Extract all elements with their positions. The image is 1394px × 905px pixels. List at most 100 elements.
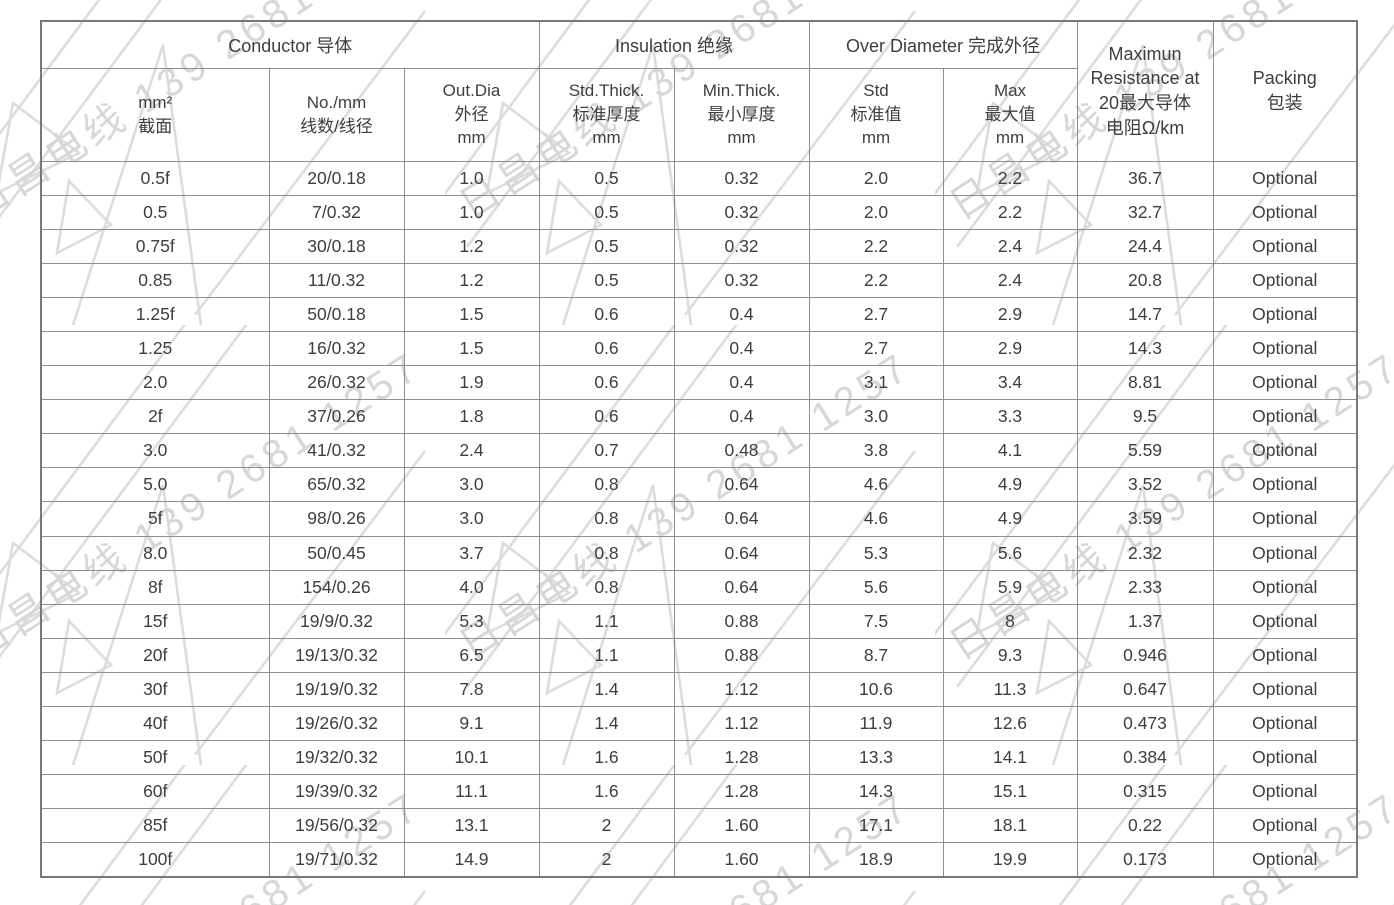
header-line: mm² xyxy=(138,93,173,113)
cell-out-dia: 1.0 xyxy=(403,194,540,230)
cell-packing: Optional xyxy=(1212,160,1358,196)
cell-out-dia: 3.7 xyxy=(403,535,540,571)
cell-min-thick: 0.32 xyxy=(673,160,810,196)
cell-resistance: 20.8 xyxy=(1076,262,1214,298)
cell-min-thick: 1.60 xyxy=(673,808,810,844)
column-header-size: mm² 截面 xyxy=(40,67,270,162)
cell-od-max: 3.4 xyxy=(942,365,1078,401)
column-header-min-thick: Min.Thick. 最小厚度 mm xyxy=(673,67,810,162)
cell-packing: Optional xyxy=(1212,808,1358,844)
cell-std-thick: 0.8 xyxy=(538,501,675,537)
cell-size: 8.0 xyxy=(40,535,270,571)
cell-std-thick: 0.6 xyxy=(538,296,675,332)
cell-resistance: 36.7 xyxy=(1076,160,1214,196)
cell-no-mm: 20/0.18 xyxy=(268,160,405,196)
cell-od-max: 2.2 xyxy=(942,160,1078,196)
cell-size: 85f xyxy=(40,808,270,844)
cell-min-thick: 0.48 xyxy=(673,433,810,469)
cell-od-std: 17.1 xyxy=(808,808,944,844)
cell-od-std: 14.3 xyxy=(808,774,944,810)
cell-packing: Optional xyxy=(1212,330,1358,367)
table-row: 5f 98/0.26 3.0 0.8 0.64 4.6 4.9 3.59 Opt… xyxy=(40,501,1358,537)
cell-od-std: 4.6 xyxy=(808,501,944,537)
cell-std-thick: 1.4 xyxy=(538,705,675,742)
cell-size: 1.25 xyxy=(40,330,270,367)
cell-packing: Optional xyxy=(1212,433,1358,469)
header-column-row: mm² 截面 No./mm 线数/线径 Out.Dia 外径 mm Std.Th… xyxy=(40,67,1357,162)
header-line: No./mm xyxy=(306,93,367,113)
cell-resistance: 9.5 xyxy=(1076,399,1214,435)
cell-out-dia: 2.4 xyxy=(403,433,540,469)
cell-no-mm: 19/13/0.32 xyxy=(268,637,405,673)
cell-od-max: 3.3 xyxy=(942,399,1078,435)
cell-min-thick: 1.12 xyxy=(673,671,810,708)
cell-no-mm: 41/0.32 xyxy=(268,433,405,469)
cell-od-max: 12.6 xyxy=(942,705,1078,742)
cell-packing: Optional xyxy=(1212,842,1358,878)
spec-table-body: 0.5f 20/0.18 1.0 0.5 0.32 2.0 2.2 36.7 O… xyxy=(40,160,1358,878)
column-header-std-thick: Std.Thick. 标准厚度 mm xyxy=(538,67,675,162)
header-line: mm xyxy=(727,128,756,148)
cell-od-max: 8 xyxy=(942,603,1078,639)
cell-packing: Optional xyxy=(1212,740,1358,776)
header-line: 最小厚度 xyxy=(707,104,776,124)
cell-od-max: 2.2 xyxy=(942,194,1078,230)
header-line: 20最大导体 xyxy=(1098,93,1192,114)
header-line: Std.Thick. xyxy=(568,81,645,101)
header-line: 最大值 xyxy=(984,104,1036,124)
cell-no-mm: 98/0.26 xyxy=(268,501,405,537)
cell-no-mm: 50/0.45 xyxy=(268,535,405,571)
cell-packing: Optional xyxy=(1212,637,1358,673)
cell-std-thick: 0.5 xyxy=(538,160,675,196)
cell-no-mm: 19/39/0.32 xyxy=(268,774,405,810)
cell-resistance: 14.7 xyxy=(1076,296,1214,332)
cable-spec-table: Conductor 导体 Insulation 绝缘 Over Diameter… xyxy=(40,20,1358,878)
cell-size: 50f xyxy=(40,740,270,776)
cell-out-dia: 6.5 xyxy=(403,637,540,673)
cell-size: 0.85 xyxy=(40,262,270,298)
cell-resistance: 0.647 xyxy=(1076,671,1214,708)
cell-od-std: 3.0 xyxy=(808,399,944,435)
cell-od-max: 18.1 xyxy=(942,808,1078,844)
cell-size: 100f xyxy=(40,842,270,878)
header-group-row: Conductor 导体 Insulation 绝缘 Over Diameter… xyxy=(40,20,1358,162)
cell-resistance: 3.59 xyxy=(1076,501,1214,537)
cell-min-thick: 0.32 xyxy=(673,194,810,230)
cell-packing: Optional xyxy=(1212,603,1358,639)
header-line: Maximun xyxy=(1108,43,1182,64)
header-line: mm xyxy=(861,128,891,148)
table-header: Conductor 导体 Insulation 绝缘 Over Diameter… xyxy=(40,20,1358,162)
header-line: mm xyxy=(457,128,486,148)
cell-min-thick: 0.4 xyxy=(673,399,810,435)
cell-size: 15f xyxy=(40,603,270,639)
cell-od-max: 9.3 xyxy=(942,637,1078,673)
cell-no-mm: 11/0.32 xyxy=(268,262,405,298)
cell-min-thick: 0.32 xyxy=(673,228,810,264)
table-row: 8.0 50/0.45 3.7 0.8 0.64 5.3 5.6 2.32 Op… xyxy=(40,535,1358,571)
column-header-packing: Packing 包装 xyxy=(1212,20,1358,162)
header-line: 电阻Ω/km xyxy=(1105,118,1185,139)
cell-od-std: 2.0 xyxy=(808,194,944,230)
cell-resistance: 0.22 xyxy=(1076,808,1214,844)
table-row: 15f 19/9/0.32 5.3 1.1 0.88 7.5 8 1.37 Op… xyxy=(40,603,1358,639)
cell-std-thick: 1.6 xyxy=(538,740,675,776)
table-row: 1.25f 50/0.18 1.5 0.6 0.4 2.7 2.9 14.7 O… xyxy=(40,296,1358,332)
cell-min-thick: 0.32 xyxy=(673,262,810,298)
cell-out-dia: 1.2 xyxy=(403,262,540,298)
cell-resistance: 0.473 xyxy=(1076,705,1214,742)
cell-std-thick: 0.5 xyxy=(538,228,675,264)
column-header-resistance: Maximun Resistance at 20最大导体 电阻Ω/km xyxy=(1076,20,1214,162)
cell-packing: Optional xyxy=(1212,535,1358,571)
cell-packing: Optional xyxy=(1212,569,1358,605)
table-row: 0.5 7/0.32 1.0 0.5 0.32 2.0 2.2 32.7 Opt… xyxy=(40,194,1358,230)
cell-size: 0.75f xyxy=(40,228,270,264)
cell-packing: Optional xyxy=(1212,194,1358,230)
cell-resistance: 0.384 xyxy=(1076,740,1214,776)
table-row: 50f 19/32/0.32 10.1 1.6 1.28 13.3 14.1 0… xyxy=(40,740,1358,776)
cell-size: 20f xyxy=(40,637,270,673)
cell-std-thick: 2 xyxy=(538,808,675,844)
header-line: 截面 xyxy=(138,116,173,136)
cell-std-thick: 1.6 xyxy=(538,774,675,810)
table-row: 100f 19/71/0.32 14.9 2 1.60 18.9 19.9 0.… xyxy=(40,842,1358,878)
